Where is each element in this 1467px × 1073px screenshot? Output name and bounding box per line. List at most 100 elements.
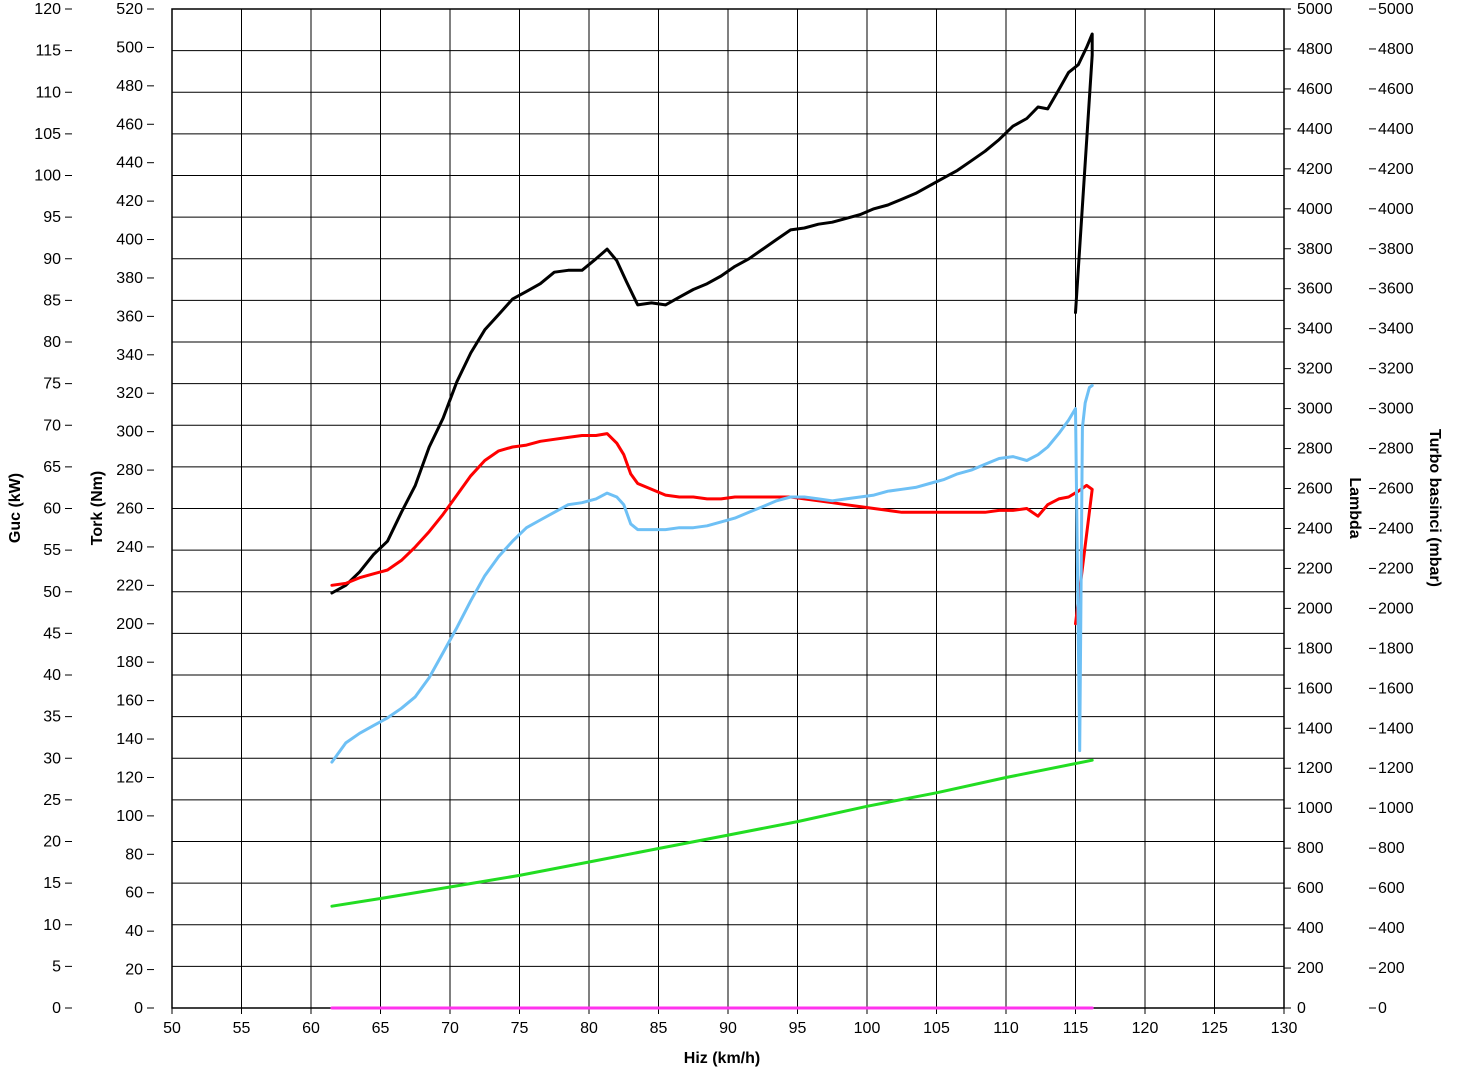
- torque-tick-label: 280: [116, 462, 143, 479]
- lambda-tick-label: 2400: [1297, 520, 1333, 537]
- lambda-tick-label: 4400: [1297, 121, 1333, 138]
- torque-tick-label: 140: [116, 731, 143, 748]
- torque-tick-label: 440: [116, 155, 143, 172]
- x-tick-label: 55: [233, 1020, 251, 1037]
- torque-axis-ticks: 0 20 40 60 80 100 120 140 160 180 200 220 240 260 280 3…: [116, 1, 154, 1017]
- boost-tick-label: 400: [1378, 920, 1405, 937]
- power-tick-label: 20: [43, 834, 61, 851]
- lambda-tick-label: 0: [1297, 1000, 1306, 1017]
- torque-tick-label: 260: [116, 501, 143, 518]
- power-tick-label: 25: [43, 792, 61, 809]
- boost-tick-label: 3400: [1378, 321, 1414, 338]
- lambda-tick-label: 2000: [1297, 600, 1333, 617]
- torque-tick-label: 300: [116, 424, 143, 441]
- boost-tick-label: 3000: [1378, 401, 1414, 418]
- lambda-tick-label: 600: [1297, 880, 1324, 897]
- lambda-tick-label: 3000: [1297, 401, 1333, 418]
- lambda-tick-label: 4800: [1297, 41, 1333, 58]
- x-tick-label: 50: [163, 1020, 181, 1037]
- torque-tick-label: 180: [116, 654, 143, 671]
- lambda-tick-label: 4200: [1297, 161, 1333, 178]
- boost-tick-label: 0: [1378, 1000, 1387, 1017]
- lambda-tick-label: 3600: [1297, 281, 1333, 298]
- lambda-tick-label: 1600: [1297, 680, 1333, 697]
- torque-tick-label: 40: [125, 923, 143, 940]
- lambda-tick-label: 1800: [1297, 640, 1333, 657]
- power-tick-label: 35: [43, 709, 61, 726]
- power-tick-label: 45: [43, 625, 61, 642]
- torque-tick-label: 100: [116, 808, 143, 825]
- x-tick-label: 105: [923, 1020, 950, 1037]
- power-tick-label: 0: [52, 1000, 61, 1017]
- boost-tick-label: 3600: [1378, 281, 1414, 298]
- power-tick-label: 95: [43, 209, 61, 226]
- boost-tick-label: 4400: [1378, 121, 1414, 138]
- power-tick-label: 90: [43, 251, 61, 268]
- lambda-axis-ticks: 0 200 400 600 800 1000 1200 1400 1600 1800 2000 220…: [1284, 1, 1333, 1017]
- lambda-tick-label: 2200: [1297, 560, 1333, 577]
- lambda-tick-label: 3400: [1297, 321, 1333, 338]
- torque-tick-label: 240: [116, 539, 143, 556]
- power-tick-label: 65: [43, 459, 61, 476]
- boost-tick-label: 2200: [1378, 560, 1414, 577]
- boost-axis-title: Turbo basinci (mbar): [1426, 429, 1443, 587]
- x-axis-title: Hiz (km/h): [684, 1050, 760, 1067]
- boost-axis-ticks: 0 200 400 600 800 1000 1200 1400 1600 1800 2000 220…: [1369, 1, 1414, 1017]
- boost-tick-label: 600: [1378, 880, 1405, 897]
- series-line-4: [330, 758, 1094, 908]
- torque-tick-label: 160: [116, 693, 143, 710]
- power-tick-label: 80: [43, 334, 61, 351]
- boost-tick-label: 3800: [1378, 241, 1414, 258]
- x-tick-label: 80: [580, 1020, 598, 1037]
- lambda-tick-label: 400: [1297, 920, 1324, 937]
- lambda-tick-label: 1400: [1297, 720, 1333, 737]
- power-axis-title: Guc (kW): [7, 473, 24, 543]
- boost-tick-label: 2800: [1378, 441, 1414, 458]
- boost-tick-label: 2000: [1378, 600, 1414, 617]
- boost-tick-label: 1400: [1378, 720, 1414, 737]
- power-tick-label: 30: [43, 750, 61, 767]
- x-tick-label: 100: [854, 1020, 881, 1037]
- boost-tick-label: 4600: [1378, 81, 1414, 98]
- power-axis-ticks: 0 5 10 15 20 25 30 35 40 45 50 55 60 65 70 75 80 85 90 95 10…: [34, 1, 72, 1017]
- boost-tick-label: 800: [1378, 840, 1405, 857]
- boost-tick-label: 1200: [1378, 760, 1414, 777]
- boost-tick-label: 2600: [1378, 481, 1414, 498]
- power-tick-label: 115: [35, 43, 61, 60]
- torque-tick-label: 380: [116, 270, 143, 287]
- series-line-1: [330, 32, 1094, 595]
- power-tick-label: 105: [34, 126, 61, 143]
- torque-tick-label: 360: [116, 308, 143, 325]
- x-tick-label: 130: [1271, 1020, 1298, 1037]
- x-tick-label: 90: [719, 1020, 737, 1037]
- torque-tick-label: 0: [134, 1000, 143, 1017]
- boost-tick-label: 5000: [1378, 1, 1414, 18]
- power-tick-label: 40: [43, 667, 61, 684]
- power-tick-label: 70: [43, 417, 61, 434]
- lambda-tick-label: 4000: [1297, 201, 1333, 218]
- boost-tick-label: 2400: [1378, 520, 1414, 537]
- boost-tick-label: 4800: [1378, 41, 1414, 58]
- x-tick-label: 70: [441, 1020, 459, 1037]
- series-lines: [330, 32, 1094, 1010]
- lambda-tick-label: 1000: [1297, 800, 1333, 817]
- x-tick-label: 115: [1063, 1020, 1089, 1037]
- boost-tick-label: 3200: [1378, 361, 1414, 378]
- lambda-tick-label: 4600: [1297, 81, 1333, 98]
- torque-tick-label: 80: [125, 846, 143, 863]
- torque-tick-label: 200: [116, 616, 143, 633]
- lambda-axis-title: Lambda: [1346, 477, 1363, 538]
- lambda-tick-label: 2800: [1297, 441, 1333, 458]
- torque-tick-label: 420: [116, 193, 143, 210]
- lambda-tick-label: 3200: [1297, 361, 1333, 378]
- power-tick-label: 15: [43, 875, 61, 892]
- torque-tick-label: 460: [116, 116, 143, 133]
- torque-tick-label: 400: [116, 232, 143, 249]
- power-tick-label: 75: [43, 376, 61, 393]
- power-tick-label: 120: [34, 1, 61, 18]
- x-tick-label: 60: [302, 1020, 320, 1037]
- torque-tick-label: 500: [116, 39, 143, 56]
- power-tick-label: 50: [43, 584, 61, 601]
- lambda-tick-label: 200: [1297, 960, 1324, 977]
